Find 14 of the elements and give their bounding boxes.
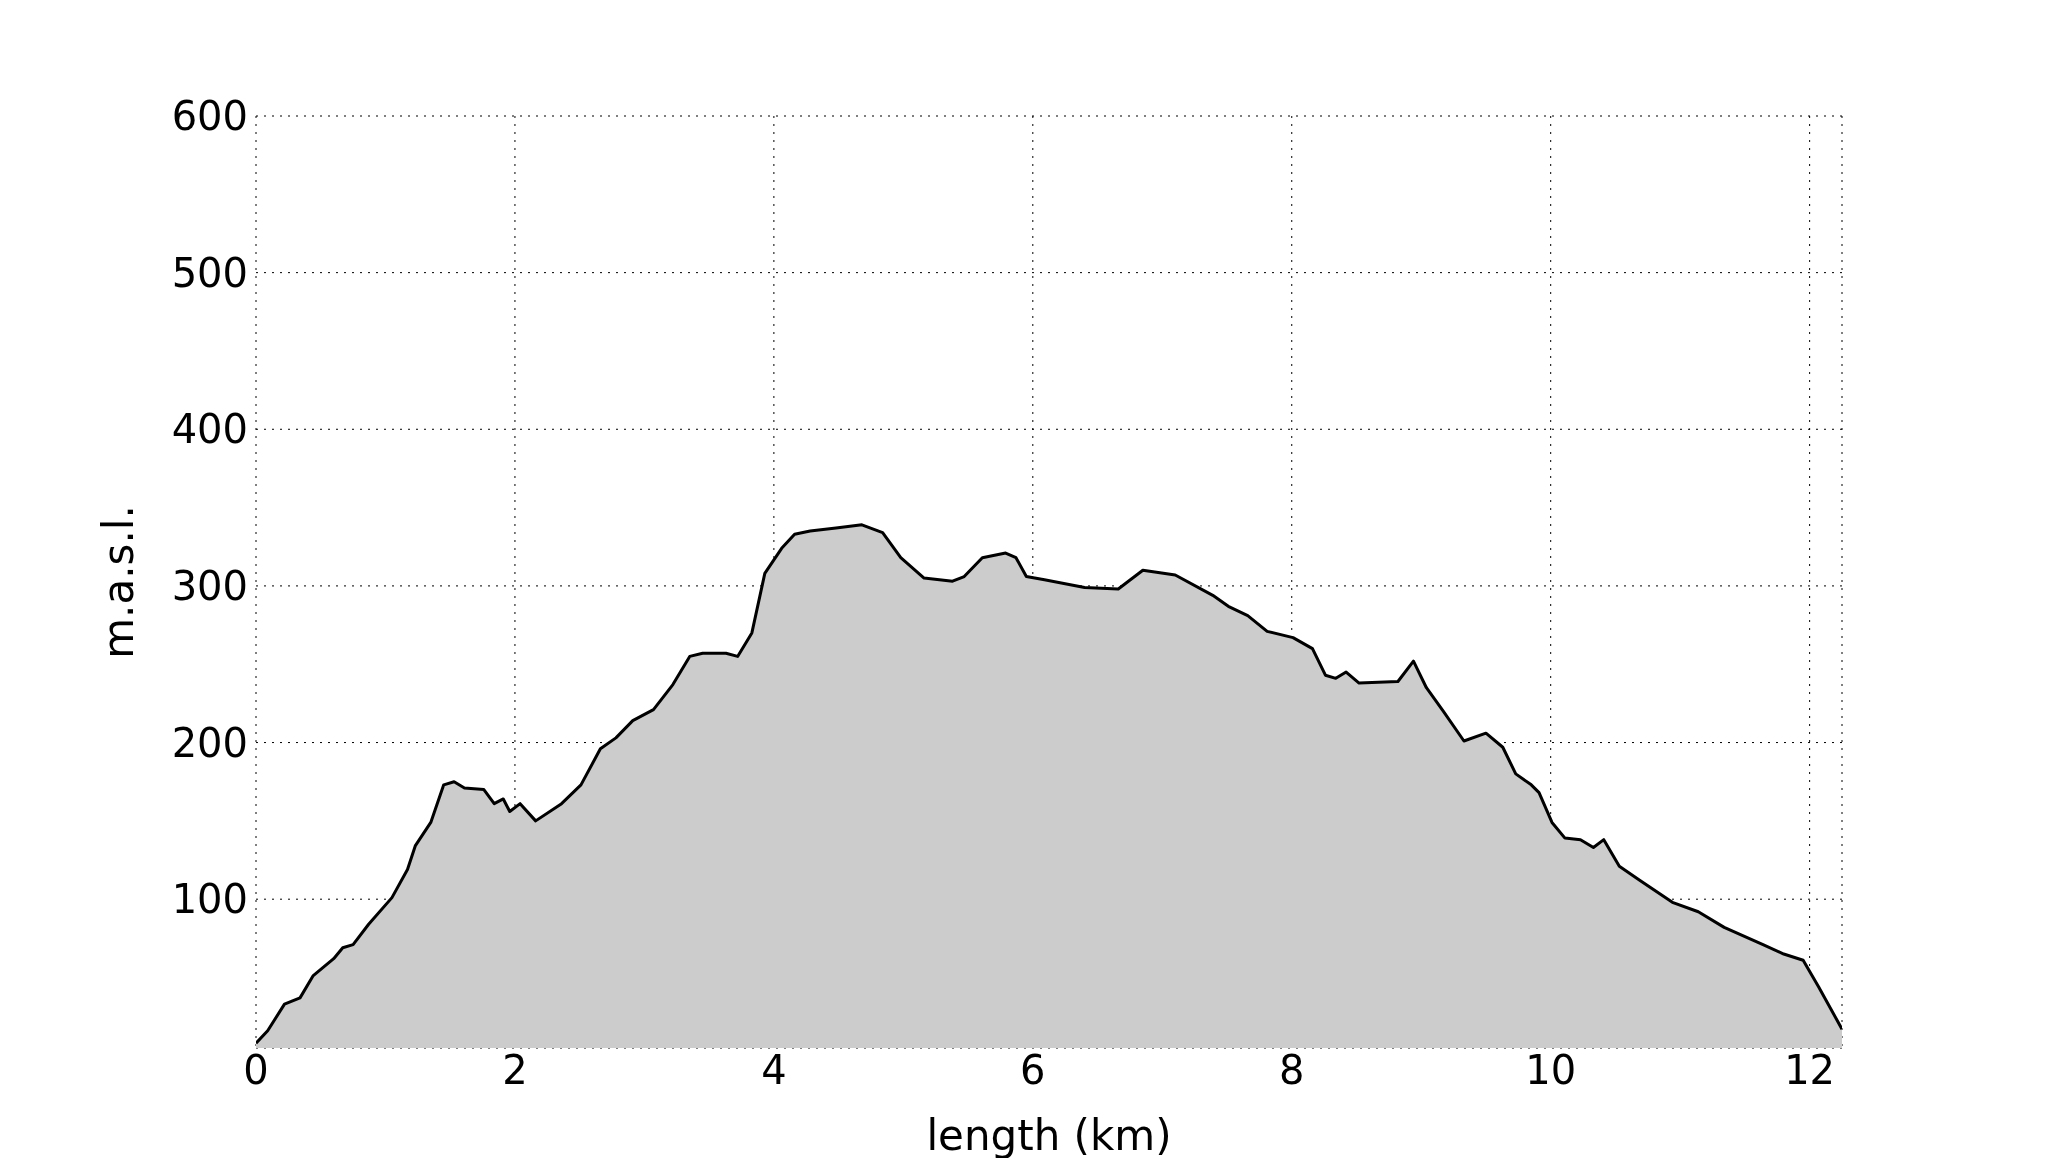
y-tick-label: 600: [171, 93, 248, 140]
y-tick-label: 400: [171, 406, 248, 453]
x-tick-label: 8: [1279, 1047, 1305, 1094]
y-tick-label: 300: [171, 563, 248, 610]
x-tick-label: 12: [1784, 1047, 1836, 1094]
y-tick-label: 100: [171, 876, 248, 923]
y-axis-title: m.a.s.l.: [93, 505, 143, 659]
x-tick-label: 10: [1525, 1047, 1577, 1094]
x-tick-label: 4: [761, 1047, 787, 1094]
y-tick-label: 500: [171, 249, 248, 296]
x-tick-label: 2: [502, 1047, 528, 1094]
y-tick-label: 200: [171, 719, 248, 766]
x-tick-label: 6: [1020, 1047, 1046, 1094]
x-tick-label: 0: [243, 1047, 269, 1094]
